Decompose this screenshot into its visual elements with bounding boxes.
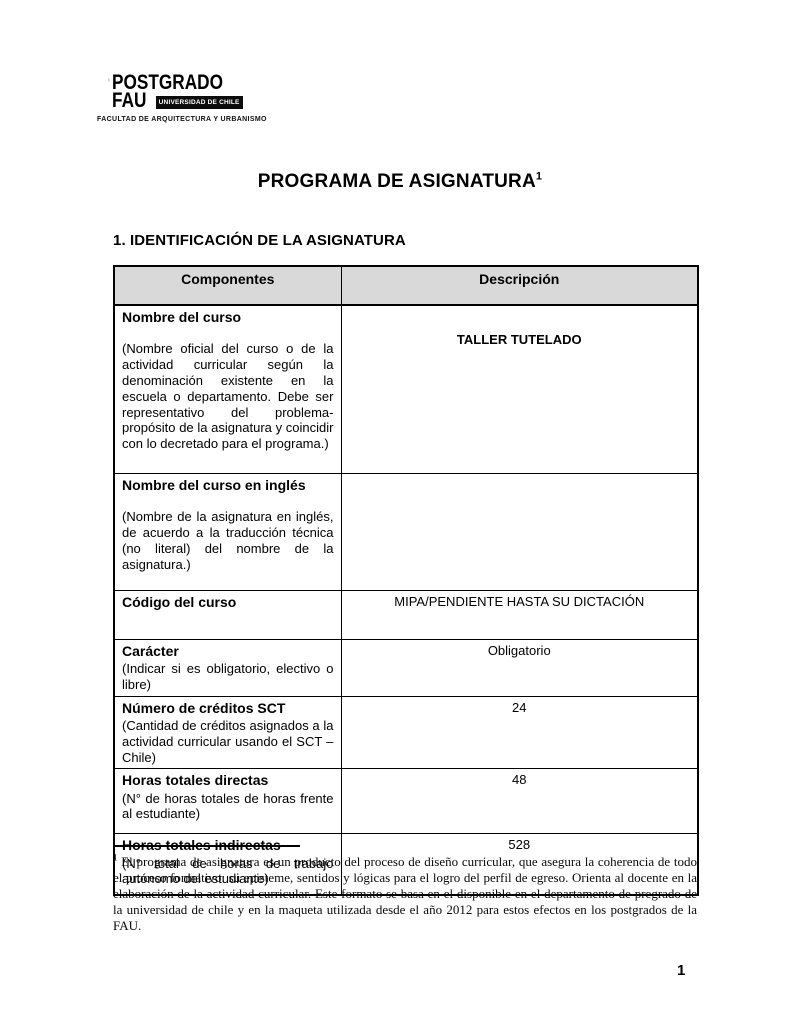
component-title: Código del curso bbox=[122, 594, 237, 610]
table-row: Horas totales indirectas (N° total de hor… bbox=[113, 833, 699, 896]
component-title: Número de créditos SCT bbox=[122, 699, 286, 716]
table-row: Horas totales directas (N° de horas total… bbox=[113, 768, 699, 835]
table-row: Carácter (Indicar si es obligatorio, elec… bbox=[113, 639, 699, 697]
section-heading: 1. IDENTIFICACIÓN DE LA ASIGNATURA bbox=[113, 232, 406, 249]
component-title: Horas totales directas bbox=[122, 772, 269, 789]
description-cell: TALLER TUTELADO bbox=[340, 304, 699, 474]
footnote-text: 1 El programa de asignatura es un produc… bbox=[113, 852, 698, 934]
component-cell: Código del curso bbox=[113, 590, 342, 640]
table-body: Nombre del curso (Nombre oficial del curs… bbox=[113, 304, 699, 896]
document-title: PROGRAMA DE ASIGNATURA1 bbox=[0, 171, 800, 193]
document-title-text: PROGRAMA DE ASIGNATURA bbox=[257, 171, 536, 192]
component-cell: Carácter (Indicar si es obligatorio, elec… bbox=[113, 639, 342, 697]
component-cell: Número de créditos SCT (Cantidad de crédi… bbox=[113, 695, 342, 770]
component-note: (N° total de horas de trabajo autónomo d… bbox=[122, 855, 334, 887]
component-title: Nombre del curso bbox=[122, 309, 242, 325]
component-cell: Horas totales indirectas (N° total de hor… bbox=[113, 833, 342, 896]
footnote: 1 El programa de asignatura es un produc… bbox=[113, 845, 697, 934]
description-cell: 48 bbox=[340, 768, 699, 835]
description-cell: Obligatorio bbox=[340, 639, 699, 697]
footnote-reference-mark: 1 bbox=[535, 170, 543, 183]
table-row: Número de créditos SCT (Cantidad de crédi… bbox=[113, 695, 699, 770]
component-note: (Nombre de la asignatura en inglés, de a… bbox=[122, 509, 334, 572]
component-cell: Nombre del curso (Nombre oficial del curs… bbox=[113, 304, 342, 474]
component-cell: Nombre del curso en inglés (Nombre de la … bbox=[113, 473, 342, 591]
component-note: (Indicar si es obligatorio, electivo o l… bbox=[122, 661, 334, 692]
column-header-descripcion: Descripción bbox=[340, 265, 699, 306]
footnote-marker: 1 bbox=[113, 852, 118, 863]
university-shield-icon bbox=[108, 78, 110, 82]
logo-fau-text: FAU bbox=[111, 89, 147, 112]
description-cell: 24 bbox=[340, 695, 699, 770]
logo-postgrado-text: POSTGRADO bbox=[111, 71, 223, 94]
component-cell: Horas totales directas (N° de horas total… bbox=[113, 768, 342, 835]
component-title: Carácter bbox=[122, 643, 179, 659]
table-header-row: Componentes Descripción bbox=[113, 265, 699, 306]
footnote-separator bbox=[113, 845, 300, 847]
footnote-body: El programa de asignatura es un producto… bbox=[113, 854, 698, 933]
column-header-componentes: Componentes bbox=[113, 265, 342, 306]
page-number: 1 bbox=[677, 962, 686, 979]
component-title: Nombre del curso en inglés bbox=[122, 477, 306, 493]
table-row: Nombre del curso (Nombre oficial del curs… bbox=[113, 304, 699, 474]
component-note: (Nombre oficial del curso o de la activi… bbox=[122, 341, 334, 452]
description-cell: MIPA/PENDIENTE HASTA SU DICTACIÓN bbox=[340, 590, 699, 640]
logo-universidad-badge: UNIVERSIDAD DE CHILE bbox=[155, 96, 243, 109]
component-note: (Cantidad de créditos asignados a la act… bbox=[122, 717, 334, 765]
postgrado-fau-logo: POSTGRADO FAU UNIVERSIDAD DE CHILE FACUL… bbox=[97, 48, 267, 123]
table-row: Nombre del curso en inglés (Nombre de la … bbox=[113, 473, 699, 591]
table-row: Código del curso MIPA/PENDIENTE HASTA SU … bbox=[113, 590, 699, 640]
component-note: (N° de horas totales de horas frente al … bbox=[122, 790, 334, 822]
identification-table: Componentes Descripción Nombre del curso… bbox=[113, 265, 699, 897]
description-cell: 528 bbox=[340, 833, 699, 896]
description-cell bbox=[340, 473, 699, 591]
logo-facultad-subtitle: FACULTAD DE ARQUITECTURA Y URBANISMO bbox=[97, 116, 267, 123]
